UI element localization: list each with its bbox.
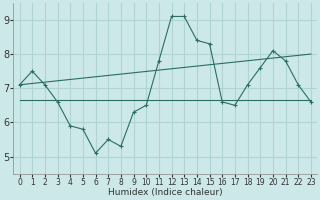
X-axis label: Humidex (Indice chaleur): Humidex (Indice chaleur) [108,188,222,197]
